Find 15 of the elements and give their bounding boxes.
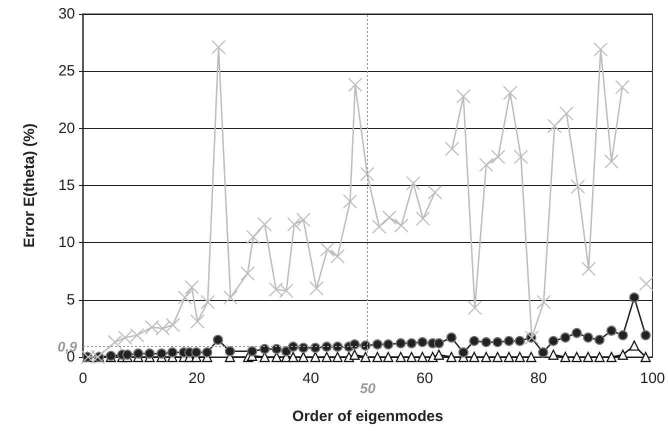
x-tick-label: 40 xyxy=(302,370,320,387)
y-tick-label: 15 xyxy=(58,177,75,194)
ref-line-label: 50 xyxy=(360,380,376,396)
y-tick-label: 10 xyxy=(58,234,75,252)
y-tick-label: 20 xyxy=(58,120,75,137)
x-tick-label: 100 xyxy=(640,370,665,387)
y-axis-title: Error E(theta) (%) xyxy=(21,123,38,248)
x-tick-label: 80 xyxy=(530,370,547,387)
y-tick-label: 25 xyxy=(58,62,75,80)
x-axis-title: Order of eigenmodes xyxy=(292,408,444,425)
x-tick-label: 0 xyxy=(78,370,88,387)
x-tick-label: 20 xyxy=(188,370,206,387)
x-tick-label: 60 xyxy=(416,370,434,387)
y-tick-label: 5 xyxy=(66,291,75,308)
y-tick-label: 30 xyxy=(58,6,75,22)
